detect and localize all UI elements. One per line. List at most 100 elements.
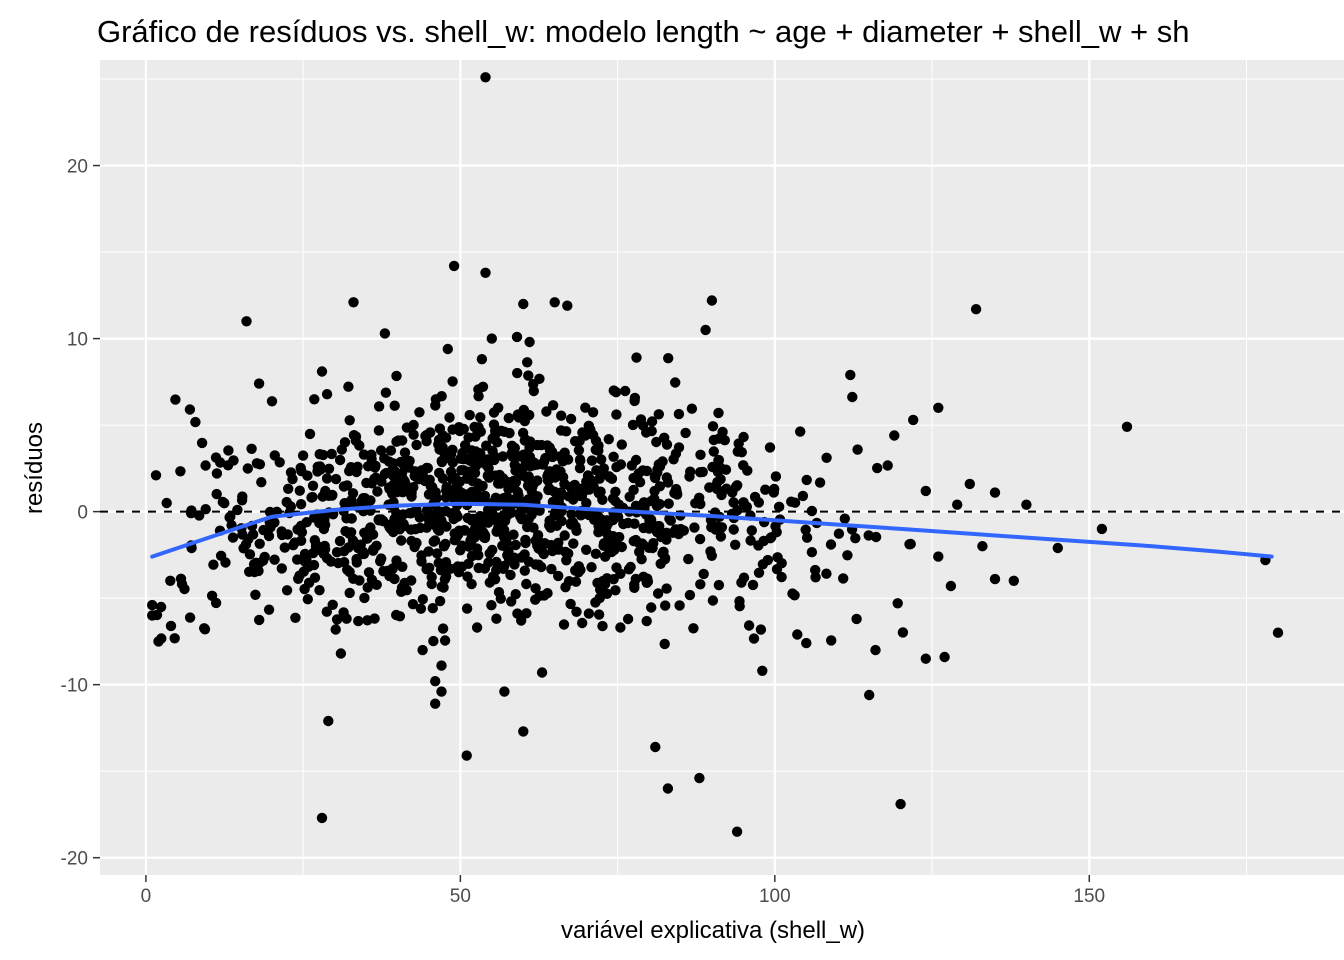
y-axis-ticks: -20 -10 0 10 20 <box>61 157 100 870</box>
residual-point <box>547 400 559 411</box>
residual-point <box>620 385 631 397</box>
residual-point <box>945 580 957 592</box>
residual-point <box>308 559 320 571</box>
residual-point <box>864 689 875 701</box>
residual-point <box>390 476 401 488</box>
residual-point <box>549 297 560 308</box>
residual-point <box>659 638 670 650</box>
residual-point <box>806 505 818 517</box>
residual-point <box>165 620 177 632</box>
residual-point <box>483 462 494 474</box>
residual-point <box>351 557 362 568</box>
residual-point <box>668 454 679 465</box>
residual-point <box>496 527 507 538</box>
residual-point <box>753 567 765 578</box>
residual-point <box>473 391 484 402</box>
residual-point <box>471 622 483 633</box>
residual-point <box>565 519 577 530</box>
residual-point <box>747 579 759 591</box>
residual-point <box>269 554 280 565</box>
residual-point <box>530 559 541 570</box>
residual-point <box>755 624 767 635</box>
residual-point <box>520 455 531 466</box>
residual-point <box>495 593 506 604</box>
residual-point <box>481 440 492 451</box>
residual-point <box>436 660 447 671</box>
residual-point <box>704 482 715 493</box>
residual-point <box>320 485 331 497</box>
residual-point <box>872 462 883 474</box>
residual-point <box>736 447 747 458</box>
chart-title: Gráfico de resíduos vs. shell_w: modelo … <box>97 14 1190 49</box>
residual-point <box>236 495 248 506</box>
residual-point <box>706 295 718 306</box>
residual-point <box>684 589 696 601</box>
residual-point <box>244 566 255 577</box>
residual-point <box>169 633 180 644</box>
residual-point <box>366 478 377 489</box>
residual-point <box>502 550 513 561</box>
residual-point <box>569 436 581 447</box>
residual-point <box>299 583 310 595</box>
residual-point <box>308 547 319 559</box>
residual-point <box>394 524 405 535</box>
residual-point <box>1052 542 1064 554</box>
y-tick-label: -20 <box>61 849 88 870</box>
residual-point <box>434 525 445 536</box>
residual-point <box>650 741 661 753</box>
residual-point <box>506 440 518 451</box>
residual-point <box>764 442 776 453</box>
residual-point <box>842 550 853 561</box>
residual-point <box>325 556 337 567</box>
residual-point <box>307 480 319 491</box>
residual-point <box>728 497 739 508</box>
residual-point <box>657 456 668 467</box>
residual-point <box>610 585 621 596</box>
residual-point <box>330 624 341 635</box>
residual-point <box>293 524 305 535</box>
residual-point <box>539 590 550 601</box>
residual-point <box>601 573 613 584</box>
residual-point <box>520 537 531 549</box>
residual-point <box>525 494 537 505</box>
residual-point <box>170 394 181 405</box>
residual-point <box>688 623 699 634</box>
residual-point <box>637 465 649 476</box>
residual-point <box>707 421 719 432</box>
residual-point <box>491 556 502 568</box>
residual-point <box>773 501 785 512</box>
residual-point <box>765 533 776 544</box>
residual-point <box>560 546 571 558</box>
residual-point <box>730 539 741 550</box>
residual-point <box>434 595 446 607</box>
residual-point <box>428 635 439 647</box>
residual-point <box>424 562 435 573</box>
residual-point <box>306 492 317 503</box>
residual-point <box>1096 523 1108 535</box>
residual-point <box>211 488 222 500</box>
residual-point <box>430 698 441 709</box>
residual-point <box>610 387 622 398</box>
residual-point <box>553 570 564 582</box>
residual-point <box>662 783 674 794</box>
residual-point <box>427 603 438 614</box>
residual-point <box>566 509 577 520</box>
residual-point <box>161 497 172 509</box>
residual-point <box>263 604 275 615</box>
residual-point <box>622 613 634 625</box>
residual-point <box>1272 627 1284 638</box>
residual-point <box>395 456 406 468</box>
residual-point <box>379 328 391 339</box>
residual-point <box>556 515 567 527</box>
residual-point <box>396 535 407 546</box>
residual-point <box>892 598 903 609</box>
residual-point <box>523 513 535 524</box>
residual-point <box>147 599 158 611</box>
residual-point <box>385 445 397 456</box>
residual-point <box>479 530 491 541</box>
residual-point <box>1008 575 1019 586</box>
residual-point <box>590 548 602 559</box>
residual-point <box>518 726 529 737</box>
residual-point <box>184 612 196 623</box>
